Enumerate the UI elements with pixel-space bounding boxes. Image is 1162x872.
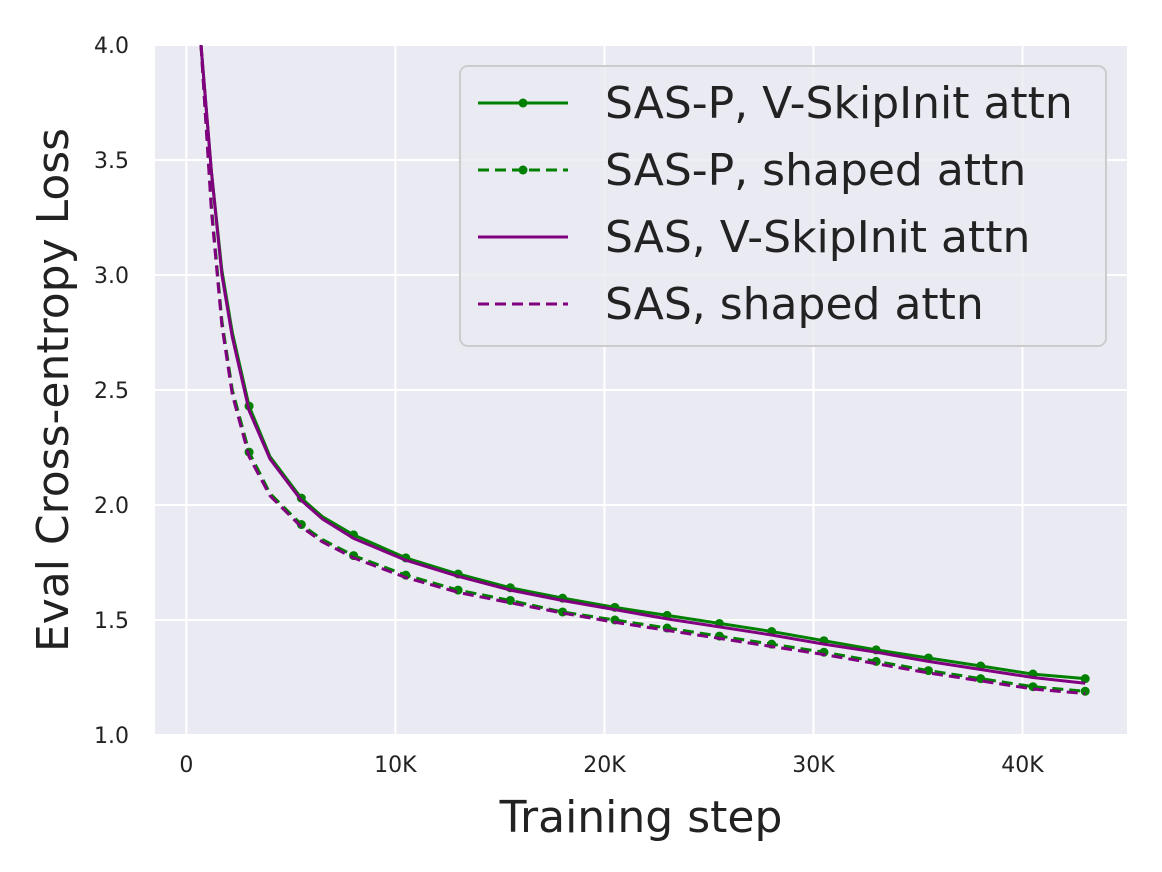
x-tick-label: 20K [583, 753, 626, 778]
tick-labels: 0 10K 20K 30K 40K 1.0 1.5 2.0 2.5 3.0 3.5 4.0 [94, 34, 1044, 778]
legend-label-3: SAS, V-SkipInit attn [605, 212, 1030, 263]
series-2-point [1080, 686, 1090, 696]
y-tick-label: 3.0 [94, 264, 129, 289]
x-axis-label: Training step [499, 792, 783, 843]
x-tick-label: 10K [374, 753, 417, 778]
y-tick-label: 1.5 [94, 609, 129, 634]
legend-box [459, 65, 1107, 347]
series-2-point [923, 666, 933, 676]
legend: SAS-P, V-SkipInit attn SAS-P, shaped attn… [459, 65, 1107, 347]
legend-marker-1 [518, 98, 528, 108]
y-tick-label: 2.0 [94, 494, 129, 519]
y-tick-label: 3.5 [94, 149, 129, 174]
y-tick-label: 4.0 [94, 34, 129, 59]
legend-label-4: SAS, shaped attn [605, 279, 984, 330]
series-1-point [1080, 674, 1090, 684]
legend-label-1: SAS-P, V-SkipInit attn [605, 78, 1073, 129]
series-line-2 [199, 45, 1086, 693]
series-line-3 [199, 45, 1086, 685]
data-series [199, 45, 1090, 696]
legend-marker-2 [518, 165, 528, 175]
y-tick-label: 2.5 [94, 379, 129, 404]
x-tick-label: 0 [179, 753, 193, 778]
y-axis-label: Eval Cross-entropy Loss [28, 128, 79, 652]
series-line-4 [199, 45, 1086, 696]
x-tick-label: 30K [792, 753, 835, 778]
legend-label-2: SAS-P, shaped attn [605, 145, 1026, 196]
series-2-point [505, 595, 515, 605]
x-tick-label: 40K [1001, 753, 1044, 778]
y-tick-label: 1.0 [94, 724, 129, 749]
